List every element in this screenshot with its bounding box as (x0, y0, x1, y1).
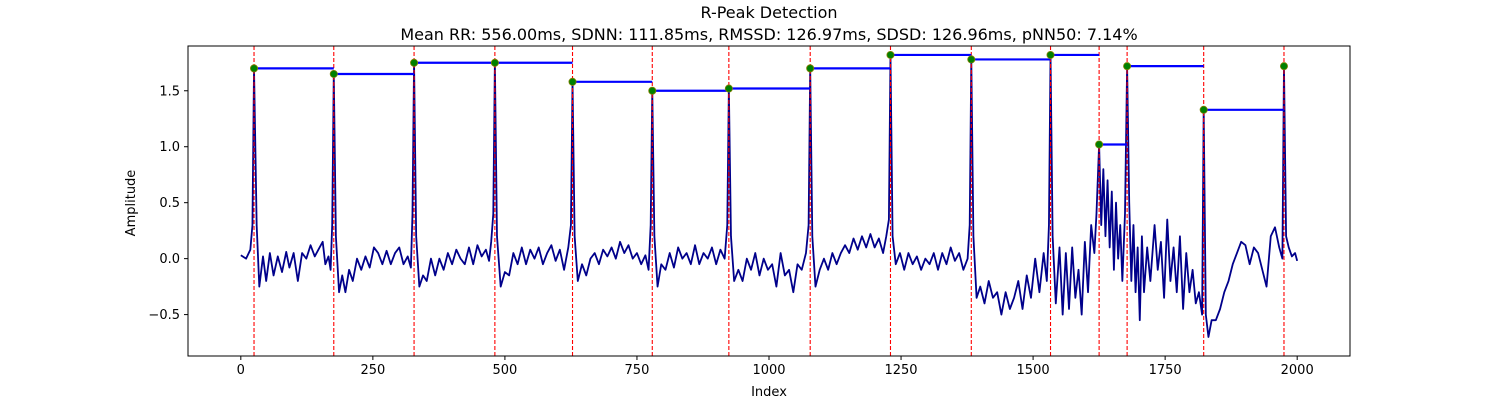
x-tick-label: 2000 (1281, 363, 1314, 378)
x-tick-label: 0 (237, 363, 245, 378)
r-peak-marker (1199, 105, 1208, 114)
ecg-signal-line (240, 54, 1299, 338)
r-peak-marker (724, 84, 733, 93)
r-peak-marker (250, 64, 259, 73)
r-peak-marker (648, 86, 657, 95)
x-tick-label: 1250 (884, 363, 917, 378)
r-peak-marker (806, 64, 815, 73)
x-tick-label: 1500 (1017, 363, 1050, 378)
r-peak-marker (1279, 62, 1288, 71)
y-tick-label: −0.5 (148, 308, 180, 323)
r-peak-marker (1095, 140, 1104, 149)
x-tick-label: 1000 (752, 363, 785, 378)
r-peak-marker (410, 58, 419, 67)
r-peak-marker (329, 69, 338, 78)
plot-frame (187, 45, 1351, 357)
r-peak-marker (568, 77, 577, 86)
y-axis-label: Amplitude (124, 170, 139, 237)
chart-subtitle: Mean RR: 556.00ms, SDNN: 111.85ms, RMSSD… (400, 25, 1137, 44)
chart-title: R-Peak Detection (700, 3, 837, 22)
y-tick-label: 1.5 (159, 84, 180, 99)
y-tick-label: 0.5 (159, 196, 180, 211)
y-tick-label: 0.0 (159, 252, 180, 267)
axes: 0 250 500 750 1000 1250 1500 1750 2000 −0.5 0.0 0.5… (148, 45, 1351, 378)
y-tick-label: 1.0 (159, 140, 180, 155)
r-peak-marker (1046, 50, 1055, 59)
r-peak-marker (967, 55, 976, 64)
plot-area (240, 46, 1299, 356)
r-peak-marker (1123, 62, 1132, 71)
x-tick-label: 250 (360, 363, 385, 378)
x-axis-label: Index (751, 385, 787, 400)
r-peak-marker (490, 58, 499, 67)
r-peak-marker (886, 50, 895, 59)
x-tick-label: 1750 (1149, 363, 1182, 378)
x-tick-label: 500 (492, 363, 517, 378)
x-tick-label: 750 (625, 363, 650, 378)
